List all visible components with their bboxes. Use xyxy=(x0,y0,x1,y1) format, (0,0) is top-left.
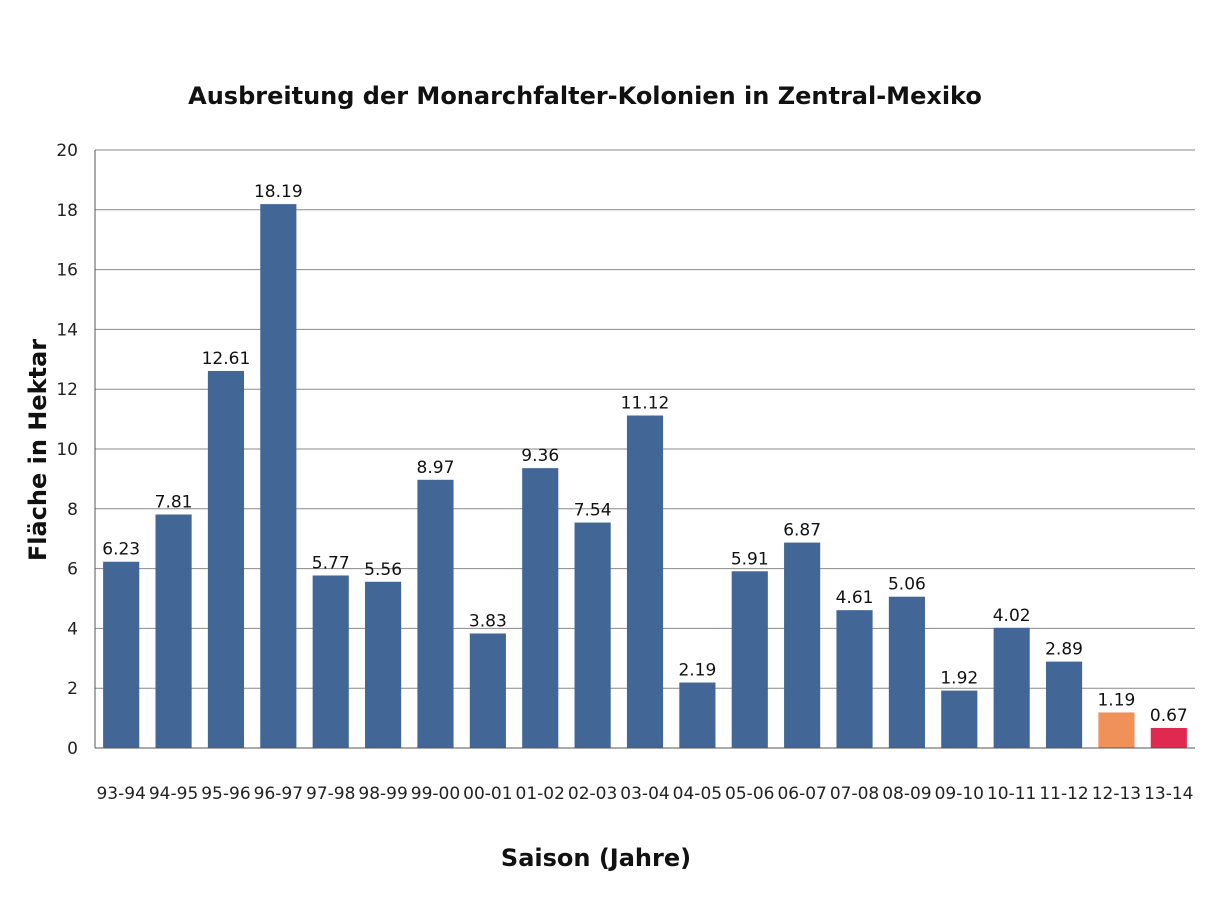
data-label: 0.67 xyxy=(1150,706,1188,726)
x-tick-label: 04-05 xyxy=(673,784,722,804)
bar-02-03 xyxy=(574,522,611,748)
bar-03-04 xyxy=(626,415,664,748)
data-label: 3.83 xyxy=(469,611,507,631)
bar-07-08 xyxy=(836,610,873,748)
data-label: 8.97 xyxy=(417,458,455,478)
bar-04-05 xyxy=(679,682,716,748)
data-label: 1.92 xyxy=(940,669,978,689)
bar-10-11 xyxy=(993,627,1030,748)
x-tick-label: 98-99 xyxy=(358,784,407,804)
data-label: 1.19 xyxy=(1097,690,1135,710)
bar-96-97 xyxy=(260,204,297,748)
y-tick-label: 20 xyxy=(56,141,78,161)
data-label: 9.36 xyxy=(521,446,559,466)
y-axis-ticks: 0 2 4 6 8 10 12 14 16 18 20 xyxy=(56,141,78,759)
y-tick-label: 18 xyxy=(56,201,78,221)
data-label: 2.19 xyxy=(678,661,716,681)
y-tick-label: 10 xyxy=(56,440,78,460)
bar-94-95 xyxy=(155,514,192,748)
y-tick-label: 6 xyxy=(67,560,78,580)
data-label: 12.61 xyxy=(202,349,251,369)
data-label: 5.06 xyxy=(888,575,926,595)
bar-13-14 xyxy=(1150,727,1187,748)
x-tick-label: 07-08 xyxy=(830,784,879,804)
x-tick-label: 95-96 xyxy=(201,784,250,804)
x-axis-ticks: 93-94 94-95 95-96 96-97 97-98 98-99 99-00 00-01… xyxy=(96,784,1193,804)
data-label: 7.81 xyxy=(155,492,193,512)
bar-00-01 xyxy=(469,633,506,748)
bar-97-98 xyxy=(312,575,349,748)
bar-11-12 xyxy=(1045,661,1083,748)
y-tick-label: 4 xyxy=(67,619,78,639)
bar-08-09 xyxy=(888,596,925,748)
x-tick-label: 03-04 xyxy=(620,784,669,804)
x-tick-label: 97-98 xyxy=(306,784,355,804)
bars xyxy=(103,204,1187,748)
x-tick-label: 13-14 xyxy=(1144,784,1193,804)
x-tick-label: 01-02 xyxy=(516,784,565,804)
x-tick-label: 99-00 xyxy=(411,784,460,804)
data-label: 4.61 xyxy=(836,588,874,608)
bar-05-06 xyxy=(731,571,768,748)
bar-09-10 xyxy=(941,690,978,748)
bar-93-94 xyxy=(103,561,140,748)
bar-98-99 xyxy=(365,581,402,748)
data-label: 11.12 xyxy=(621,394,670,414)
x-tick-label: 12-13 xyxy=(1092,784,1141,804)
data-label: 5.56 xyxy=(364,560,402,580)
y-tick-label: 16 xyxy=(56,261,78,281)
data-label: 5.77 xyxy=(312,553,350,573)
bar-95-96 xyxy=(207,370,245,748)
y-tick-label: 0 xyxy=(67,739,78,759)
x-tick-label: 05-06 xyxy=(725,784,774,804)
x-tick-label: 06-07 xyxy=(777,784,826,804)
x-tick-label: 94-95 xyxy=(149,784,198,804)
data-label: 6.87 xyxy=(783,521,821,541)
data-label: 2.89 xyxy=(1045,640,1083,660)
bar-99-00 xyxy=(417,479,454,748)
y-tick-label: 2 xyxy=(67,679,78,699)
x-tick-label: 00-01 xyxy=(463,784,512,804)
x-tick-label: 09-10 xyxy=(935,784,984,804)
data-label: 5.91 xyxy=(731,549,769,569)
y-tick-label: 14 xyxy=(56,320,78,340)
y-tick-label: 12 xyxy=(56,380,78,400)
x-tick-label: 93-94 xyxy=(96,784,145,804)
x-tick-label: 10-11 xyxy=(987,784,1036,804)
x-tick-label: 02-03 xyxy=(568,784,617,804)
bar-12-13 xyxy=(1098,712,1135,748)
x-tick-label: 08-09 xyxy=(882,784,931,804)
x-tick-label: 96-97 xyxy=(254,784,303,804)
chart-title: Ausbreitung der Monarchfalter-Kolonien i… xyxy=(188,82,982,110)
y-tick-label: 8 xyxy=(67,500,78,520)
data-label: 4.02 xyxy=(993,606,1031,626)
x-axis-title: Saison (Jahre) xyxy=(501,844,691,872)
data-label: 7.54 xyxy=(574,501,612,521)
bar-06-07 xyxy=(784,542,821,748)
bar-01-02 xyxy=(522,468,559,748)
y-axis-title: Fläche in Hektar xyxy=(24,339,52,561)
data-labels: 6.23 7.81 12.61 18.19 5.77 5.56 8.97 3.83 9.36 7.… xyxy=(102,182,1187,726)
x-tick-label: 11-12 xyxy=(1039,784,1088,804)
data-label: 18.19 xyxy=(254,182,303,202)
data-label: 6.23 xyxy=(102,540,140,560)
